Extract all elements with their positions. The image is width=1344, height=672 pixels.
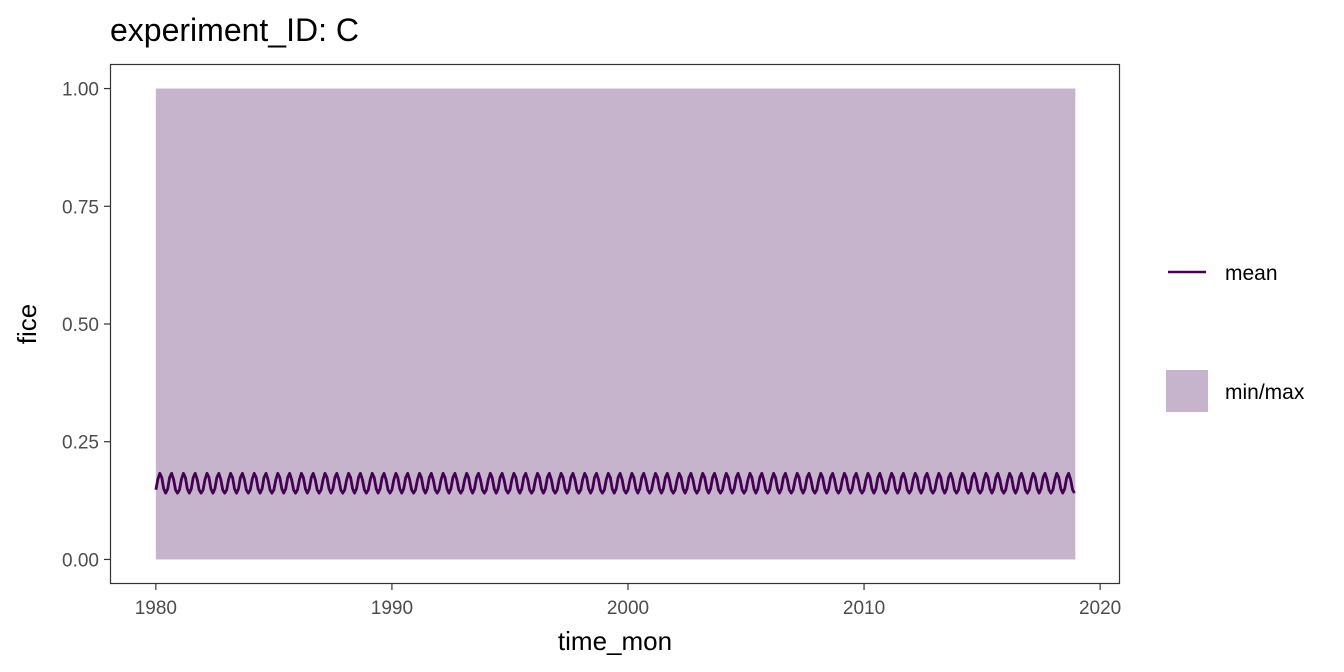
y-axis-title: fice — [12, 304, 42, 344]
x-axis-title: time_mon — [558, 626, 672, 656]
legend-label-mean: mean — [1225, 262, 1278, 285]
y-tick-label: 0.00 — [62, 550, 99, 571]
legend-label-minmax: min/max — [1225, 381, 1305, 404]
x-tick-label: 2020 — [1079, 598, 1121, 619]
line-layer — [154, 471, 1076, 495]
x-tick-label: 2000 — [607, 598, 649, 619]
x-tick-label: 1980 — [135, 598, 177, 619]
y-tick-label: 1.00 — [62, 80, 99, 101]
x-axis: 1980 1990 2000 2010 2020 — [135, 583, 1121, 619]
x-tick-label: 1990 — [371, 598, 413, 619]
y-tick-label: 0.25 — [62, 433, 99, 454]
chart-title: experiment_ID: C — [110, 12, 359, 48]
minmax-ribbon — [155, 88, 1076, 560]
ribbon-layer — [155, 88, 1076, 560]
y-tick-label: 0.50 — [62, 315, 99, 336]
legend: mean min/max — [1166, 262, 1305, 412]
y-tick-label: 0.75 — [62, 197, 99, 218]
mean-line — [154, 471, 1076, 495]
legend-key-minmax — [1166, 370, 1208, 412]
y-axis: 0.00 0.25 0.50 0.75 1.00 — [62, 80, 111, 571]
x-tick-label: 2010 — [843, 598, 885, 619]
